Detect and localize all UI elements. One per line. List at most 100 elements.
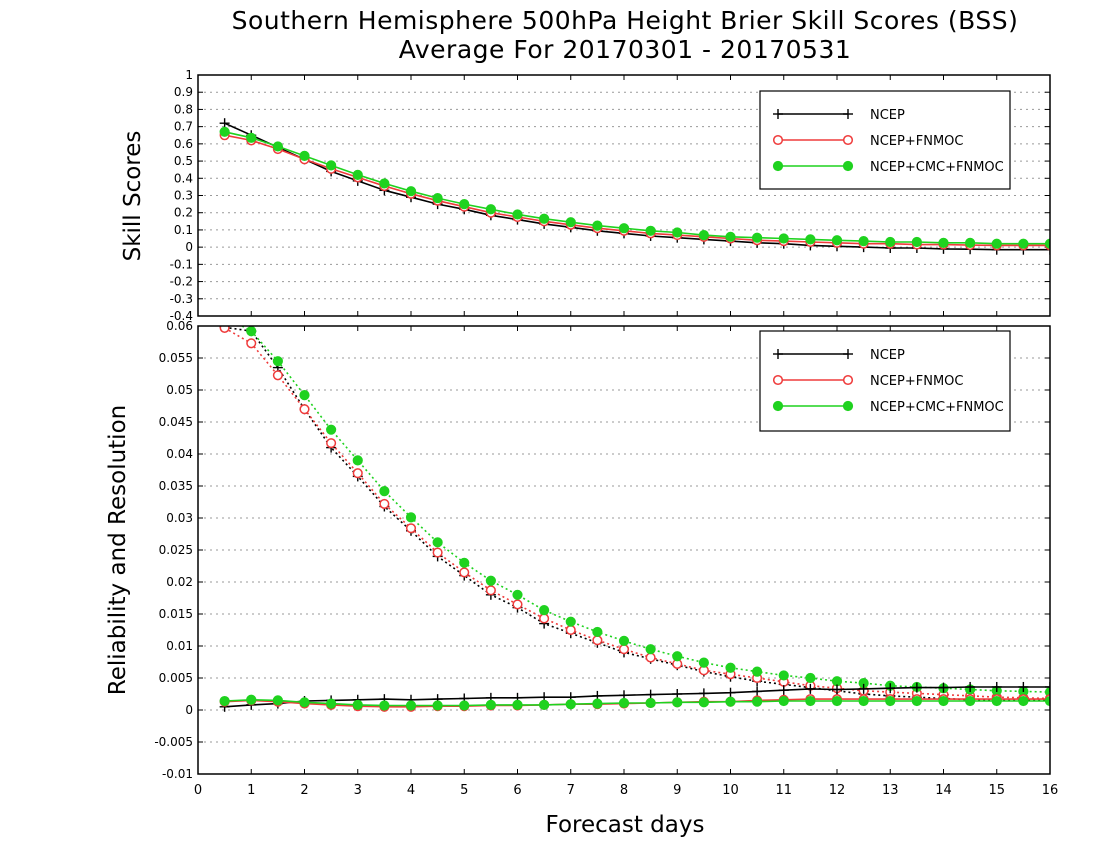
skill-scores-panel: -0.4 -0.3 -0.2 -0.1 0 0.1 0.2 0.3 0.4 0.5 0.6 0.7 0.… bbox=[170, 68, 1051, 323]
xtick-label-9: 9 bbox=[673, 783, 681, 798]
top-ytick-label-14: 1 bbox=[185, 68, 193, 82]
top-ytick-label-3: -0.1 bbox=[170, 257, 193, 271]
bottom-point-ncep-reliability-28 bbox=[965, 681, 976, 692]
top-point-ncep-cmc-fnmoc-3 bbox=[299, 150, 310, 162]
bottom-point-ncep-cmc-fnmoc-reliability-6 bbox=[379, 700, 390, 711]
bottom-point-ncep-cmc-fnmoc-reliability-22 bbox=[805, 695, 816, 707]
top-legend-marker-ncep-cmc-fnmoc-0 bbox=[772, 160, 784, 172]
bottom-point-ncep-reliability-31 bbox=[1045, 681, 1050, 692]
top-point-ncep-cmc-fnmoc-4 bbox=[326, 160, 337, 171]
top-point-ncep-cmc-fnmoc-19 bbox=[725, 231, 736, 242]
bottom-point-ncep-cmc-fnmoc-resolution-15 bbox=[618, 635, 630, 646]
bottom-legend-marker-ncep-fnmoc-0 bbox=[772, 374, 784, 386]
xtick-label-11: 11 bbox=[775, 783, 792, 798]
top-point-ncep-cmc-fnmoc-9 bbox=[459, 199, 470, 210]
bottom-legend: NCEP NCEP+FNMOC NCEP+CMC+FNMOC bbox=[759, 330, 1011, 432]
bottom-ytick-label-14: 0.06 bbox=[166, 319, 193, 333]
top-point-ncep-cmc-fnmoc-12 bbox=[539, 213, 550, 224]
top-legend-marker-ncep-fnmoc-1 bbox=[842, 134, 854, 146]
top-point-ncep-31 bbox=[1045, 244, 1050, 255]
bottom-point-ncep-cmc-fnmoc-reliability-9 bbox=[459, 700, 470, 711]
bottom-point-ncep-fnmoc-resolution-15 bbox=[618, 644, 630, 655]
bottom-ytick-label-13: 0.055 bbox=[159, 351, 193, 365]
bottom-point-ncep-cmc-fnmoc-reliability-24 bbox=[858, 695, 869, 707]
bottom-point-ncep-reliability-23 bbox=[832, 684, 842, 695]
bottom-legend-marker-ncep-1 bbox=[843, 349, 853, 359]
bottom-point-ncep-reliability-24 bbox=[858, 683, 869, 694]
bottom-point-ncep-cmc-fnmoc-resolution-2 bbox=[272, 356, 283, 367]
bottom-ytick-label-11: 0.045 bbox=[159, 415, 193, 429]
top-point-ncep-cmc-fnmoc-20 bbox=[752, 232, 763, 243]
bottom-point-ncep-cmc-fnmoc-reliability-23 bbox=[831, 695, 843, 707]
bottom-point-ncep-cmc-fnmoc-reliability-0 bbox=[219, 695, 230, 707]
bottom-point-ncep-cmc-fnmoc-resolution-11 bbox=[512, 589, 523, 600]
bottom-point-ncep-cmc-fnmoc-reliability-25 bbox=[885, 695, 896, 707]
top-ytick-label-5: 0.1 bbox=[174, 223, 193, 237]
top-point-ncep-cmc-fnmoc-23 bbox=[831, 235, 843, 246]
bottom-point-ncep-cmc-fnmoc-resolution-12 bbox=[539, 605, 550, 616]
bottom-point-ncep-cmc-fnmoc-resolution-5 bbox=[352, 455, 363, 466]
top-point-ncep-cmc-fnmoc-31 bbox=[1044, 238, 1050, 249]
bottom-ytick-label-10: 0.04 bbox=[166, 447, 193, 461]
top-point-ncep-cmc-fnmoc-0 bbox=[219, 126, 230, 137]
top-ytick-label-6: 0.2 bbox=[174, 206, 193, 220]
top-point-ncep-cmc-fnmoc-14 bbox=[592, 220, 603, 231]
bottom-legend-marker-ncep-0 bbox=[773, 349, 783, 359]
top-ytick-label-1: -0.3 bbox=[170, 292, 193, 306]
bottom-point-ncep-cmc-fnmoc-reliability-8 bbox=[432, 700, 443, 711]
bottom-point-ncep-cmc-fnmoc-resolution-17 bbox=[672, 651, 683, 662]
bottom-point-ncep-fnmoc-resolution-12 bbox=[539, 613, 550, 624]
top-legend-label-ncep-cmc-fnmoc: NCEP+CMC+FNMOC bbox=[870, 160, 1004, 175]
top-point-ncep-cmc-fnmoc-26 bbox=[911, 236, 922, 248]
bottom-point-ncep-cmc-fnmoc-resolution-10 bbox=[485, 575, 496, 586]
bottom-point-ncep-cmc-fnmoc-reliability-11 bbox=[512, 699, 523, 710]
bottom-legend-label-ncep: NCEP bbox=[870, 348, 905, 363]
top-point-ncep-cmc-fnmoc-25 bbox=[885, 236, 896, 248]
bottom-ytick-label-1: -0.005 bbox=[154, 735, 193, 749]
bottom-point-ncep-cmc-fnmoc-reliability-1 bbox=[246, 694, 257, 705]
bottom-ytick-label-3: 0.005 bbox=[159, 671, 193, 685]
bottom-point-ncep-cmc-fnmoc-reliability-28 bbox=[965, 695, 976, 707]
bottom-y-axis-label: Reliability and Resolution bbox=[105, 405, 131, 695]
bottom-point-ncep-cmc-fnmoc-reliability-3 bbox=[299, 697, 310, 708]
top-ytick-label-11: 0.7 bbox=[174, 120, 193, 134]
bottom-point-ncep-cmc-fnmoc-reliability-15 bbox=[618, 697, 630, 709]
top-legend-marker-ncep-1 bbox=[843, 109, 853, 119]
bottom-point-ncep-cmc-fnmoc-reliability-21 bbox=[778, 695, 789, 707]
top-ytick-label-9: 0.5 bbox=[174, 154, 193, 168]
top-plot-frame bbox=[197, 74, 1051, 317]
bottom-ytick-label-4: 0.01 bbox=[166, 639, 193, 653]
xtick-label-3: 3 bbox=[354, 783, 362, 798]
xtick-label-8: 8 bbox=[620, 783, 628, 798]
bottom-point-ncep-reliability-20 bbox=[752, 686, 763, 697]
xtick-label-6: 6 bbox=[513, 783, 521, 798]
bottom-point-ncep-fnmoc-resolution-5 bbox=[352, 468, 363, 479]
xtick-label-16: 16 bbox=[1042, 783, 1059, 798]
x-axis-label: Forecast days bbox=[546, 812, 705, 838]
top-point-ncep-cmc-fnmoc-5 bbox=[352, 169, 363, 180]
bottom-point-ncep-fnmoc-resolution-8 bbox=[432, 547, 443, 558]
top-point-ncep-cmc-fnmoc-27 bbox=[938, 237, 949, 248]
bottom-point-ncep-cmc-fnmoc-resolution-7 bbox=[405, 512, 417, 523]
xtick-label-10: 10 bbox=[722, 783, 739, 798]
bottom-point-ncep-reliability-19 bbox=[725, 687, 736, 698]
bottom-point-ncep-cmc-fnmoc-resolution-3 bbox=[299, 390, 310, 401]
bottom-legend-marker-ncep-fnmoc-1 bbox=[842, 374, 854, 386]
top-point-ncep-0 bbox=[219, 118, 230, 129]
bottom-point-ncep-cmc-fnmoc-reliability-12 bbox=[539, 699, 550, 710]
top-ytick-label-4: 0 bbox=[185, 240, 193, 254]
bottom-point-ncep-cmc-fnmoc-reliability-29 bbox=[991, 695, 1002, 707]
top-point-ncep-cmc-fnmoc-18 bbox=[698, 229, 709, 241]
bottom-point-ncep-cmc-fnmoc-resolution-23 bbox=[831, 676, 843, 687]
bottom-legend-box bbox=[759, 330, 1011, 432]
bottom-point-ncep-cmc-fnmoc-reliability-2 bbox=[272, 695, 283, 706]
bottom-point-ncep-cmc-fnmoc-resolution-19 bbox=[725, 662, 736, 673]
bottom-point-ncep-reliability-30 bbox=[1018, 681, 1029, 692]
bottom-point-ncep-cmc-fnmoc-resolution-21 bbox=[778, 670, 789, 681]
top-legend-marker-ncep-cmc-fnmoc-1 bbox=[842, 160, 854, 172]
top-point-ncep-cmc-fnmoc-16 bbox=[645, 225, 656, 236]
bottom-ytick-label-7: 0.025 bbox=[159, 543, 193, 557]
xtick-label-5: 5 bbox=[460, 783, 468, 798]
top-ytick-label-2: -0.2 bbox=[170, 275, 193, 289]
top-point-ncep-cmc-fnmoc-29 bbox=[991, 238, 1002, 249]
